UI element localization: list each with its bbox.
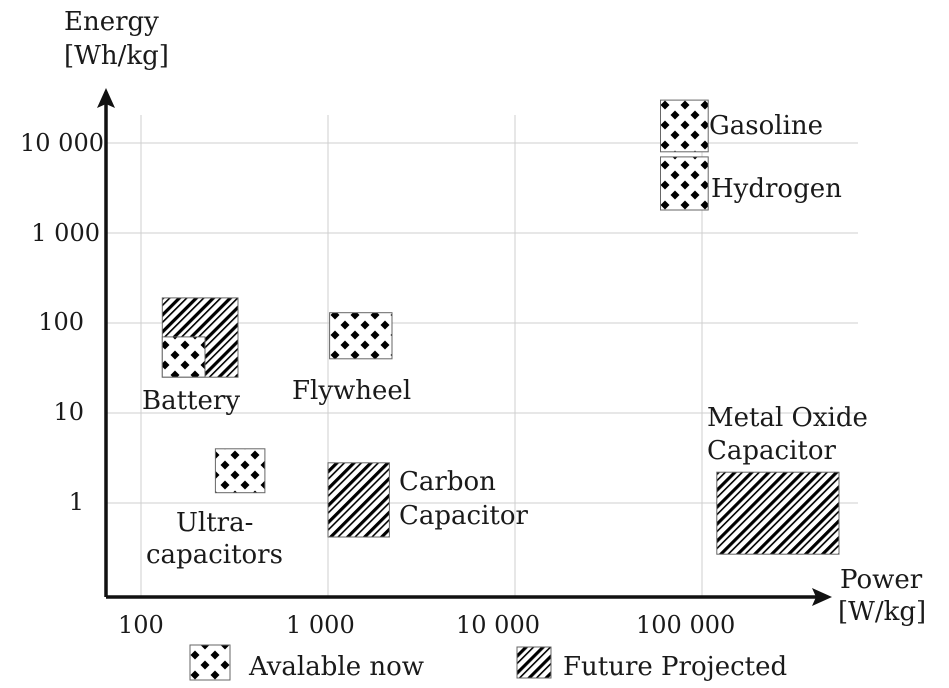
region-battery-available — [161, 336, 206, 378]
x-axis-label-line1: Power — [840, 565, 923, 595]
label-metal-oxide-line2: Capacitor — [707, 436, 837, 466]
legend-label-available: Avalable now — [248, 652, 424, 682]
label-carbon-capacitor-line1: Carbon — [399, 467, 496, 497]
axes — [97, 88, 832, 606]
region-gasoline — [660, 99, 709, 153]
label-battery: Battery — [142, 386, 240, 416]
x-tick-label-1000: 1 000 — [286, 611, 355, 639]
label-hydrogen: Hydrogen — [711, 174, 842, 204]
region-ultracapacitors — [214, 448, 266, 494]
x-axis-arrow — [812, 588, 832, 606]
y-tick-label-10: 10 — [53, 398, 84, 426]
y-tick-label-1000: 1 000 — [31, 219, 100, 247]
label-gasoline: Gasoline — [709, 111, 823, 141]
y-axis-label-line2: [Wh/kg] — [64, 41, 169, 71]
y-axis-arrow — [97, 88, 115, 108]
label-metal-oxide-line1: Metal Oxide — [707, 403, 868, 433]
y-tick-label-1: 1 — [69, 488, 84, 516]
legend-swatch-future — [516, 646, 552, 679]
region-hydrogen — [660, 156, 709, 211]
label-ultracapacitors-line2: capacitors — [146, 540, 283, 570]
y-axis-label-line1: Energy — [64, 7, 159, 37]
label-carbon-capacitor-line2: Capacitor — [399, 501, 529, 531]
legend-label-future: Future Projected — [563, 652, 787, 682]
y-tick-label-10000: 10 000 — [20, 129, 104, 157]
x-tick-label-10000: 10 000 — [456, 611, 540, 639]
x-axis-label-line2: [W/kg] — [838, 597, 926, 627]
region-metal-oxide-capacitor — [716, 471, 840, 555]
x-tick-label-100: 100 — [118, 611, 164, 639]
region-carbon-capacitor — [327, 462, 390, 538]
legend-swatch-available — [189, 644, 231, 681]
label-ultracapacitors-line1: Ultra- — [176, 508, 253, 538]
y-tick-label-100: 100 — [38, 308, 84, 336]
label-flywheel: Flywheel — [292, 376, 411, 406]
region-flywheel — [329, 312, 393, 360]
region-boxes — [161, 99, 840, 555]
legend: Avalable now Future Projected — [189, 644, 787, 682]
x-tick-label-100000: 100 000 — [636, 611, 735, 639]
